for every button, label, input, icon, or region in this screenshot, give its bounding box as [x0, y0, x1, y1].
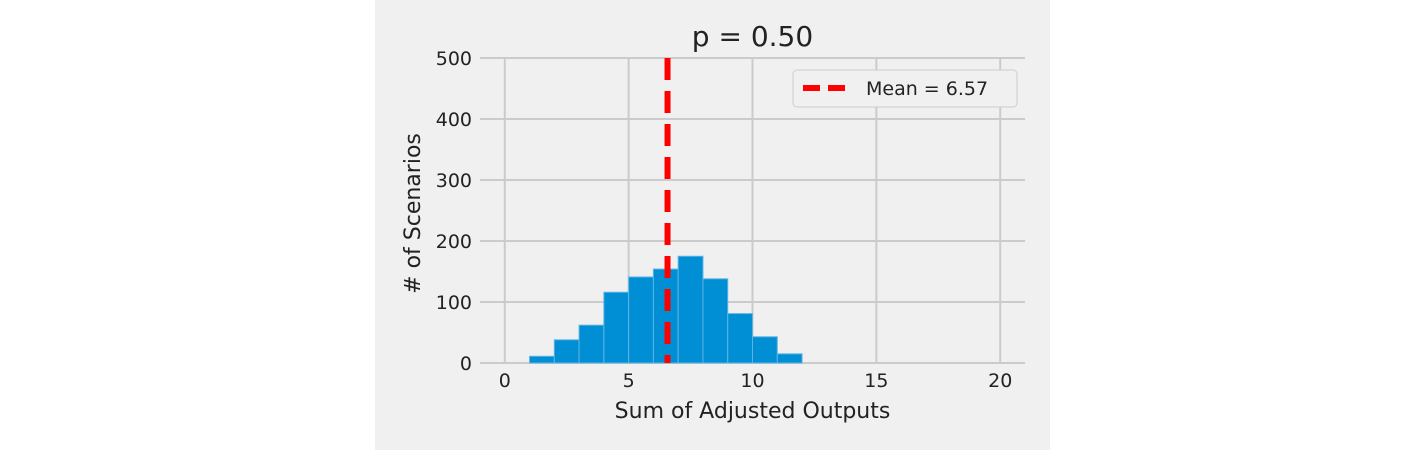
y-tick-label: 200 — [436, 231, 472, 253]
y-tick-label: 300 — [436, 170, 472, 192]
y-tick-label: 400 — [436, 109, 472, 131]
y-tick-label: 100 — [436, 292, 472, 314]
chart-title: p = 0.50 — [692, 20, 813, 53]
legend-label: Mean = 6.57 — [866, 78, 988, 100]
histogram-bar — [776, 353, 803, 364]
histogram-bar — [727, 313, 753, 364]
histogram-bar — [677, 255, 704, 364]
x-axis-label: Sum of Adjusted Outputs — [615, 399, 891, 424]
y-tick-label: 500 — [436, 48, 472, 70]
histogram-bar — [702, 278, 729, 364]
x-tick-label: 0 — [499, 370, 511, 392]
x-tick-label: 10 — [740, 370, 764, 392]
figure: 0 100 200 300 400 500 0 5 10 15 20 p = 0.50 Sum of A… — [375, 0, 1050, 450]
x-tick-label: 15 — [864, 370, 888, 392]
x-tick-label: 20 — [988, 370, 1012, 392]
histogram-bar — [529, 355, 555, 364]
histogram-bar — [578, 324, 605, 364]
x-tick-label: 5 — [623, 370, 635, 392]
legend-box — [792, 69, 1018, 108]
y-axis-label: # of Scenarios — [401, 133, 426, 294]
histogram-bar — [553, 339, 580, 364]
histogram-bar — [603, 291, 630, 364]
histogram-bar — [652, 268, 679, 364]
histogram-chart: 0 100 200 300 400 500 0 5 10 15 20 p = 0.50 Sum of A… — [401, 20, 1025, 424]
histogram-bar — [628, 276, 654, 364]
y-tick-label: 0 — [460, 353, 472, 375]
histogram-bar — [752, 336, 778, 364]
